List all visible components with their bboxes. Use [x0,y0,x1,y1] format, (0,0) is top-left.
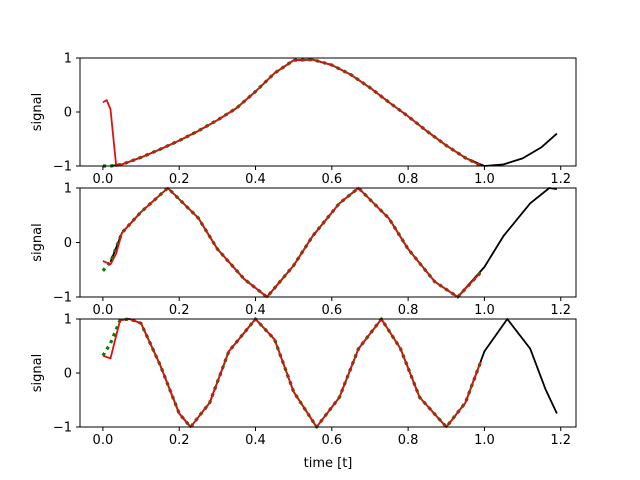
y-axis-label: signal [30,93,45,131]
x-tick-label: 0.2 [169,303,190,318]
y-tick-label: 1 [64,313,72,328]
series-line-2-2 [101,186,482,299]
x-tick-label: 0.2 [169,172,190,187]
series-line-2-1 [109,187,558,298]
y-tick-label: −1 [53,160,72,175]
x-tick-label: 0.6 [321,172,342,187]
x-tick-label: 1.2 [550,303,571,318]
x-tick-label: 0.4 [245,172,266,187]
y-tick-label: 1 [64,52,72,67]
x-tick-label: 0.8 [398,303,419,318]
x-tick-label: 1.2 [550,172,571,187]
axes-frame [79,57,577,167]
x-tick-label: 1.0 [474,172,495,187]
x-tick-label: 0.8 [398,172,419,187]
x-tick-label: 0.0 [93,433,114,448]
y-tick-label: −1 [53,291,72,306]
y-tick-label: 0 [64,367,72,382]
y-axis-label: signal [30,354,45,392]
x-tick-label: 0.4 [245,433,266,448]
x-tick-label: 0.6 [321,433,342,448]
y-tick-label: 0 [64,236,72,251]
x-tick-label: 0.0 [93,172,114,187]
axes-frame [79,187,577,298]
y-tick-label: 0 [64,106,72,121]
y-tick-label: −1 [53,421,72,436]
y-axis-label: signal [30,223,45,261]
series-line-2-3 [102,187,482,298]
subplot-2: 0.0 0.2 0.4 0.6 0.8 1.0 1.2 −1 0 1 signal [30,182,577,318]
x-tick-label: 1.0 [474,303,495,318]
series-line-3-2 [101,317,483,429]
y-tick-label: 1 [64,182,72,197]
series-line-1-3 [102,58,482,167]
series-line-3-1 [119,318,558,428]
subplot-1: 0.0 0.2 0.4 0.6 0.8 1.0 1.2 −1 0 1 signal [30,52,577,187]
x-tick-label: 0.4 [245,303,266,318]
series-line-1-1 [110,58,558,167]
subplot-3: 0.0 0.2 0.4 0.6 0.8 1.0 1.2 −1 0 1 signal time [t] [30,313,577,471]
x-tick-label: 0.8 [398,433,419,448]
x-axis-label: time [t] [304,456,353,471]
x-tick-label: 0.2 [169,433,190,448]
x-tick-label: 0.6 [321,303,342,318]
x-tick-label: 0.0 [93,303,114,318]
x-tick-label: 1.0 [474,433,495,448]
series-line-3-3 [102,318,482,428]
x-tick-label: 1.2 [550,433,571,448]
